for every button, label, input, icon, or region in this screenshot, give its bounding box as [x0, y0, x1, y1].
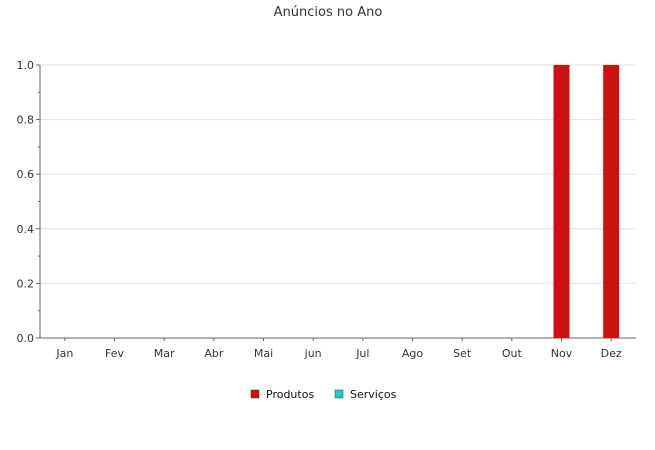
- legend-swatch: [250, 389, 260, 399]
- x-tick-label: Mai: [254, 347, 273, 360]
- x-tick-label: Fev: [105, 347, 124, 360]
- bars: [553, 65, 620, 338]
- y-tick-label: 0.4: [17, 223, 35, 236]
- x-axis: Jan Fev Mar Abr Mai jun Jul Ago Set Out Nov Dez: [40, 337, 636, 360]
- x-tick-label: Jul: [355, 347, 369, 360]
- x-tick-label: jun: [304, 347, 322, 360]
- bar-produtos-nov: [553, 65, 570, 338]
- x-tick-label: Jan: [55, 347, 73, 360]
- gridlines: [40, 64, 636, 284]
- y-tick-label: 0.6: [17, 168, 35, 181]
- x-tick-label: Out: [502, 347, 523, 360]
- x-tick-label: Dez: [601, 347, 622, 360]
- y-tick-label: 0.2: [17, 277, 35, 290]
- x-tick-label: Abr: [204, 347, 224, 360]
- legend-swatch: [334, 389, 344, 399]
- x-tick-label: Set: [453, 347, 472, 360]
- y-tick-label: 1.0: [17, 59, 35, 72]
- legend-label: Produtos: [266, 388, 314, 401]
- y-tick-label: 0.0: [17, 332, 35, 345]
- x-tick-label: Mar: [154, 347, 175, 360]
- x-tick-label: Ago: [402, 347, 424, 360]
- chart-title: Anúncios no Ano: [274, 5, 383, 20]
- bar-produtos-dez: [603, 65, 620, 338]
- legend-label: Serviços: [350, 388, 397, 401]
- x-tick-label: Nov: [551, 347, 573, 360]
- legend: Produtos Serviços: [250, 388, 397, 401]
- y-axis: 0.0 0.2 0.4 0.6 0.8 1.0: [17, 59, 41, 345]
- y-tick-label: 0.8: [17, 114, 35, 127]
